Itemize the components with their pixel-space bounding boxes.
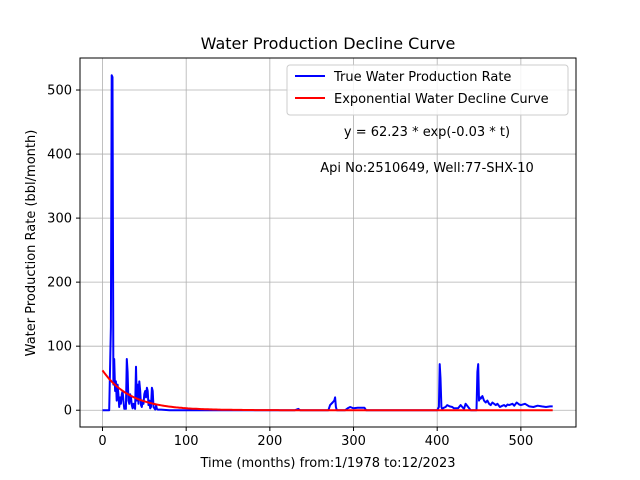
y-tick-label: 400 [47, 148, 72, 163]
legend-box [286, 64, 569, 116]
plot-area-background [80, 58, 576, 427]
series-line-exponential-fit [101, 369, 553, 412]
legend-label-exponential-fit: Exponential Water Decline Curve [334, 92, 549, 107]
x-tick-label: 300 [341, 434, 366, 449]
series-line-true-rate [102, 74, 553, 412]
x-tick-label: 0 [98, 434, 106, 449]
x-tick-label: 500 [508, 434, 533, 449]
chart-title: Water Production Decline Curve [201, 34, 456, 53]
y-axis-label: Water Production Rate (bbl/month) [24, 130, 39, 357]
y-tick-label: 500 [47, 84, 72, 99]
x-axis-label: Time (months) from:1/1978 to:12/2023 [199, 456, 455, 471]
legend-label-true-rate: True Water Production Rate [333, 70, 511, 85]
y-tick-label: 0 [64, 404, 72, 419]
plot-frame [79, 57, 577, 428]
y-tick-label: 200 [47, 276, 72, 291]
x-tick-label: 400 [425, 434, 450, 449]
well-annotation: Api No:2510649, Well:77-SHX-10 [320, 161, 534, 176]
y-tick-label: 300 [47, 212, 72, 227]
equation-annotation: y = 62.23 * exp(-0.03 * t) [344, 125, 510, 140]
x-tick-label: 100 [174, 434, 199, 449]
series-layer [101, 74, 553, 412]
legend: True Water Production Rate Exponential W… [286, 64, 569, 116]
ticks: 0 100 200 300 400 500 0 100 200 300 400 500 [47, 84, 533, 449]
y-tick-label: 100 [47, 340, 72, 355]
x-tick-label: 200 [257, 434, 282, 449]
